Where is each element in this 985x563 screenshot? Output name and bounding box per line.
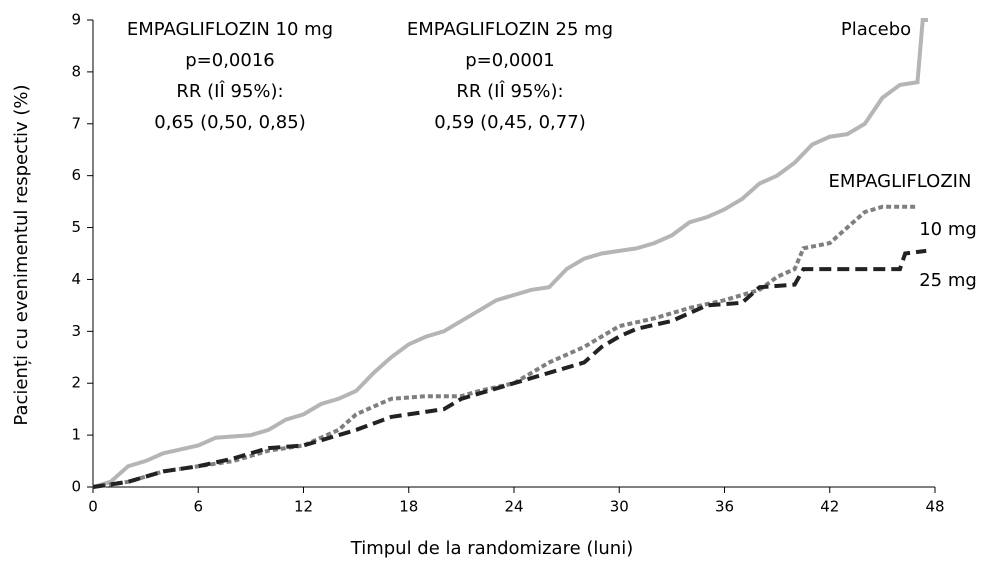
x-tick-label: 12 bbox=[294, 498, 313, 516]
annotation: p=0,0001 bbox=[465, 50, 555, 71]
y-tick-label: 2 bbox=[71, 374, 81, 392]
annotation: p=0,0016 bbox=[185, 50, 275, 71]
y-tick-label: 9 bbox=[71, 11, 81, 29]
y-tick-label: 7 bbox=[71, 114, 81, 132]
x-tick-label: 24 bbox=[504, 498, 523, 516]
series-label: 10 mg bbox=[919, 219, 977, 240]
y-tick-label: 0 bbox=[71, 478, 81, 496]
y-tick-label: 6 bbox=[71, 166, 81, 184]
y-tick-label: 5 bbox=[71, 218, 81, 236]
y-tick-label: 4 bbox=[71, 270, 81, 288]
annotation: EMPAGLIFLOZIN bbox=[829, 171, 972, 192]
annotation: 0,59 (0,45, 0,77) bbox=[434, 112, 585, 133]
x-tick-label: 6 bbox=[193, 498, 203, 516]
annotation: EMPAGLIFLOZIN 10 mg bbox=[127, 19, 333, 40]
x-tick-label: 48 bbox=[925, 498, 944, 516]
x-tick-label: 18 bbox=[399, 498, 418, 516]
annotation: RR (IÎ 95%): bbox=[176, 80, 283, 102]
series-line bbox=[92, 248, 927, 489]
x-axis-label: Timpul de la randomizare (luni) bbox=[350, 538, 633, 559]
y-tick-label: 3 bbox=[71, 322, 81, 340]
series-label: Placebo bbox=[841, 19, 911, 40]
x-tick-label: 36 bbox=[715, 498, 734, 516]
x-tick-label: 30 bbox=[610, 498, 629, 516]
y-axis-label: Pacienți cu evenimentul respectiv (%) bbox=[11, 84, 32, 425]
x-tick-label: 42 bbox=[820, 498, 839, 516]
series-line bbox=[92, 18, 928, 489]
x-tick-label: 0 bbox=[88, 498, 98, 516]
annotation: EMPAGLIFLOZIN 25 mg bbox=[407, 19, 613, 40]
y-tick-label: 8 bbox=[71, 62, 81, 80]
annotation: 0,65 (0,50, 0,85) bbox=[154, 112, 305, 133]
y-tick-label: 1 bbox=[71, 426, 81, 444]
series-line bbox=[92, 204, 918, 489]
series-label: 25 mg bbox=[919, 270, 977, 291]
annotation: RR (IÎ 95%): bbox=[456, 80, 563, 102]
